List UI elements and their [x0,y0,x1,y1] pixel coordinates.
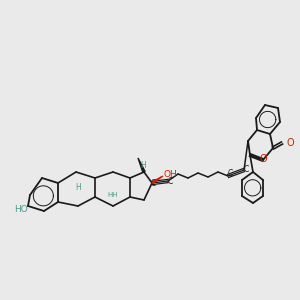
Polygon shape [138,158,145,172]
Text: H: H [140,160,146,169]
Polygon shape [152,176,163,184]
Text: C: C [244,166,249,175]
Text: H: H [75,184,81,193]
Text: O: O [259,154,267,164]
Text: C: C [227,169,232,178]
Text: HO: HO [14,206,28,214]
Text: O: O [286,138,294,148]
Text: C: C [150,178,155,188]
Text: HH: HH [108,192,118,198]
Text: OH: OH [164,170,177,179]
Text: C: C [167,176,173,185]
